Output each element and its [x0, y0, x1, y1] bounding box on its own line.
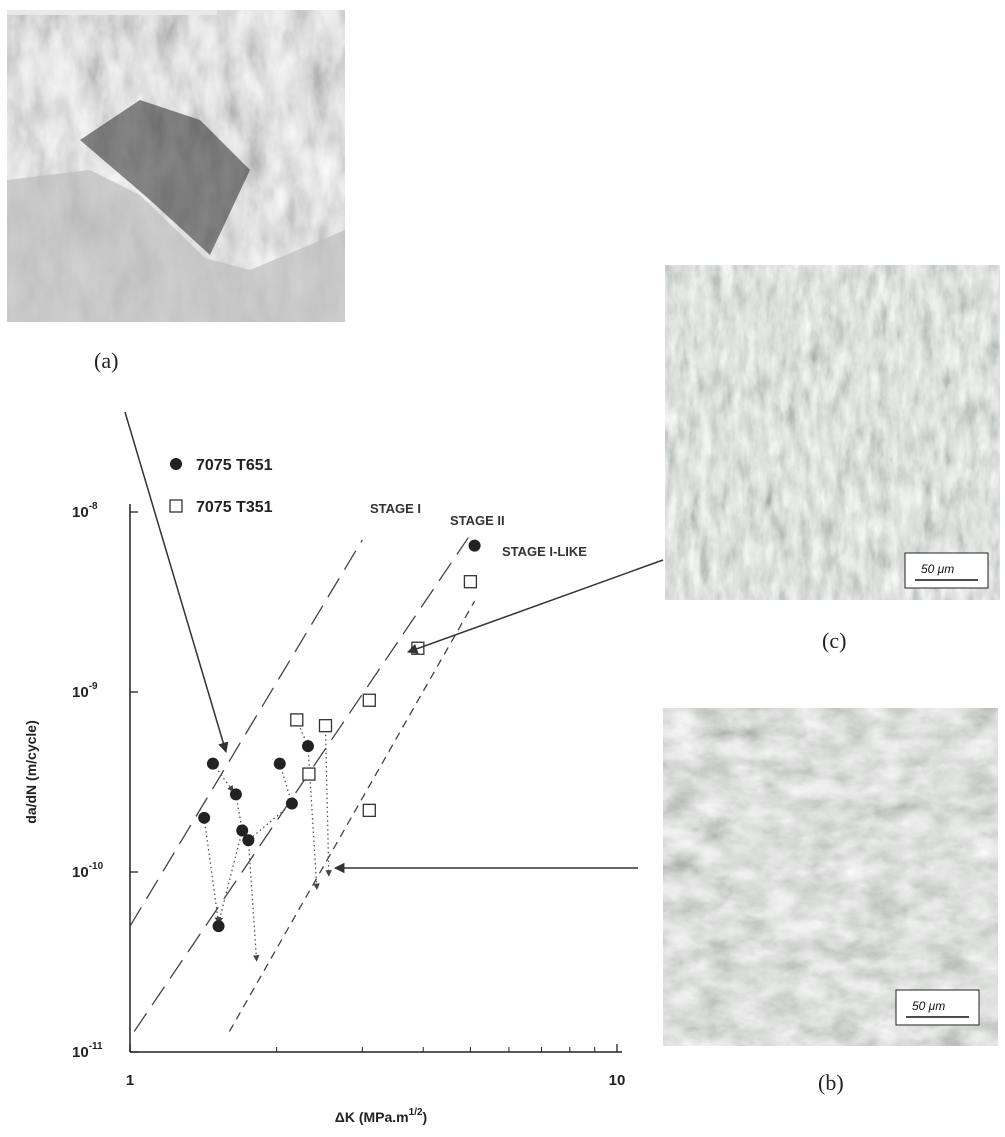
legend-marker-t351 — [169, 499, 183, 513]
data-point-t651 — [198, 811, 211, 824]
data-point-t351 — [302, 767, 316, 781]
scale-box-c — [904, 552, 989, 589]
data-point-t351 — [463, 575, 478, 589]
y-tick-label-base: 10 — [72, 1044, 89, 1061]
stage-label-2: STAGE II — [450, 513, 505, 528]
stage-label-3: STAGE I-LIKE — [502, 544, 587, 559]
x-axis-title-main: ΔK (MPa.m — [335, 1109, 409, 1125]
y-axis-title: da/dN (m/cycle) — [23, 720, 39, 823]
scale-box-b — [895, 989, 980, 1026]
data-point-t651 — [206, 757, 219, 770]
y-tick-label-base: 10 — [72, 864, 89, 881]
x-axis-title-close: ) — [423, 1109, 428, 1125]
stage-line-3 — [228, 600, 476, 1032]
y-tick-label: 10-9 — [72, 681, 98, 701]
x-axis-title-exp: 1/2 — [409, 1107, 423, 1118]
y-tick-label: 10-8 — [72, 501, 98, 521]
stage-line-2 — [133, 537, 469, 1032]
dotted-arrow — [279, 763, 294, 805]
legend-label-t351: 7075 T351 — [196, 499, 273, 516]
data-point-t651 — [229, 788, 242, 801]
data-point-t651 — [285, 797, 298, 810]
dotted-arrow — [247, 803, 293, 841]
scale-bar-label-c: 50 μm — [921, 562, 954, 576]
y-tick-label-exp: -11 — [89, 1041, 103, 1052]
scale-bar-label-b: 50 μm — [912, 999, 945, 1013]
y-tick-label: 10-11 — [72, 1041, 103, 1061]
data-point-t351 — [362, 803, 376, 818]
y-tick-label: 10-10 — [72, 861, 104, 881]
x-axis-title: ΔK (MPa.m1/2) — [335, 1107, 427, 1125]
data-point-t651 — [273, 757, 286, 770]
stage-label-1: STAGE I — [370, 501, 421, 516]
dotted-arrow — [247, 840, 260, 962]
legend-marker-t651 — [170, 458, 182, 470]
data-point-t351 — [290, 713, 304, 727]
pointer-arrow-a — [124, 411, 229, 754]
y-tick-label-exp: -8 — [89, 501, 98, 512]
dotted-arrow — [203, 817, 221, 924]
y-tick-label-base: 10 — [72, 504, 89, 521]
legend: 7075 T651 7075 T351 — [169, 457, 273, 516]
data-point-t651 — [236, 824, 249, 837]
data-point-t351 — [318, 719, 333, 733]
micrograph-c: 50 μm — [665, 265, 1000, 600]
dotted-arrow — [235, 794, 245, 832]
pointer-arrow-c — [407, 559, 664, 654]
caption-a: (a) — [94, 348, 118, 373]
y-tick-label-exp: -9 — [89, 681, 98, 692]
y-tick-label-base: 10 — [72, 684, 89, 701]
data-point-t351 — [362, 693, 376, 707]
x-tick-label: 10 — [609, 1072, 626, 1089]
micrograph-a — [7, 10, 345, 322]
legend-label-t651: 7075 T651 — [196, 457, 273, 474]
caption-c: (c) — [822, 628, 846, 653]
caption-b: (b) — [818, 1070, 844, 1095]
data-point-t651 — [468, 539, 481, 552]
data-point-t651 — [301, 740, 314, 753]
data-point-t651 — [212, 920, 225, 933]
dotted-arrow — [216, 830, 243, 924]
dotted-arrow — [324, 725, 332, 877]
micrograph-b: 50 μm — [663, 708, 998, 1046]
data-point-t651 — [242, 834, 255, 847]
y-tick-label-exp: -10 — [89, 861, 104, 872]
stage-line-1 — [129, 539, 363, 927]
x-tick-label: 1 — [126, 1072, 134, 1089]
